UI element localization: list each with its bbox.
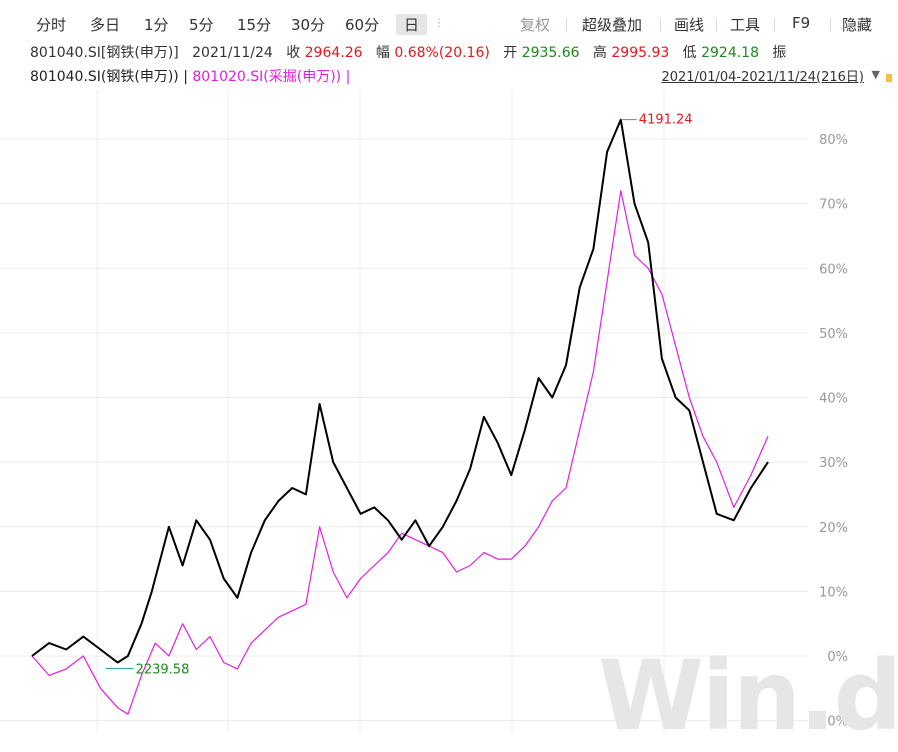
period-15min-button[interactable]: 15分 — [237, 16, 272, 34]
y-tick-label: 20% — [819, 521, 848, 536]
series-lines — [31, 118, 769, 715]
legend-divider: | — [183, 69, 188, 85]
period-day-button[interactable]: 日 — [396, 14, 428, 35]
close-value: 2964.26 — [304, 45, 363, 61]
draw-line-button[interactable]: 画线 — [674, 16, 705, 34]
series-line-steel — [31, 118, 769, 664]
open-label: 开 — [503, 45, 518, 61]
fuquan-button[interactable]: 复权 — [520, 16, 551, 34]
amplitude-label: 振 — [772, 45, 787, 61]
period-60min-button[interactable]: 60分 — [345, 16, 380, 34]
high-value: 2995.93 — [611, 45, 670, 61]
low-value-label: 2239.58 — [136, 662, 190, 677]
range-marker-icon — [886, 74, 892, 82]
period-multiday-button[interactable]: 多日 — [90, 16, 121, 34]
security-code: 801040.SI[钢铁(申万)] — [30, 45, 179, 61]
legend-series-mining[interactable]: 801020.SI(采掘(申万)) — [192, 69, 342, 85]
peak-value-label: 4191.24 — [639, 113, 693, 128]
more-dots-icon[interactable]: ⋮ — [434, 18, 444, 29]
y-tick-label: -10% — [814, 715, 848, 730]
low-label: 低 — [682, 45, 697, 61]
y-tick-label: 30% — [819, 456, 848, 471]
change-value: 0.68%(20.16) — [394, 45, 490, 61]
hide-button[interactable]: 隐藏 — [842, 16, 873, 34]
high-label: 高 — [592, 45, 607, 61]
divider — [566, 18, 567, 32]
date-range-selector[interactable]: 2021/01/04-2021/11/24(216日) — [661, 70, 864, 85]
y-tick-label: 40% — [819, 392, 848, 407]
period-intraday-button[interactable]: 分时 — [36, 16, 67, 34]
divider — [660, 18, 661, 32]
dropdown-triangle-icon[interactable]: ▼ — [871, 68, 880, 81]
legend-divider: | — [345, 69, 351, 85]
y-tick-label: 0% — [827, 650, 848, 665]
y-tick-label: 60% — [819, 262, 848, 277]
legend-series-steel[interactable]: 801040.SI(钢铁(申万)) — [30, 69, 179, 85]
chart-annotations: 4191.24 2239.58 — [105, 113, 693, 677]
tools-button[interactable]: 工具 — [730, 16, 761, 34]
period-30min-button[interactable]: 30分 — [291, 16, 326, 34]
open-value: 2935.66 — [521, 45, 580, 61]
low-value: 2924.18 — [701, 45, 759, 61]
series-legend: 801040.SI(钢铁(申万)) | 801020.SI(采掘(申万)) | — [30, 66, 898, 86]
divider — [716, 18, 717, 32]
y-tick-label: 80% — [819, 133, 848, 148]
series-line-mining — [31, 190, 769, 715]
quote-info-row: 801040.SI[钢铁(申万)] 2021/11/24 收 2964.26 幅… — [30, 42, 898, 64]
change-label: 幅 — [375, 45, 390, 61]
y-tick-label: 10% — [819, 585, 848, 600]
f9-button[interactable]: F9 — [792, 14, 811, 32]
period-1min-button[interactable]: 1分 — [144, 16, 169, 34]
close-label: 收 — [286, 45, 301, 61]
chart-grid — [0, 90, 808, 732]
period-5min-button[interactable]: 5分 — [189, 16, 214, 34]
super-overlay-button[interactable]: 超级叠加 — [582, 16, 643, 34]
toolbar: 分时 多日 1分 5分 15分 30分 60分 日 ⋮ 复权 超级叠加 画线 工… — [0, 8, 898, 38]
quote-date: 2021/11/24 — [192, 45, 273, 61]
divider — [830, 18, 831, 32]
y-tick-label: 50% — [819, 327, 848, 342]
divider — [774, 18, 775, 32]
y-axis-ticks: 80% 70% 60% 50% 40% 30% 20% 10% 0% -10% — [814, 133, 848, 730]
y-tick-label: 70% — [819, 198, 848, 213]
